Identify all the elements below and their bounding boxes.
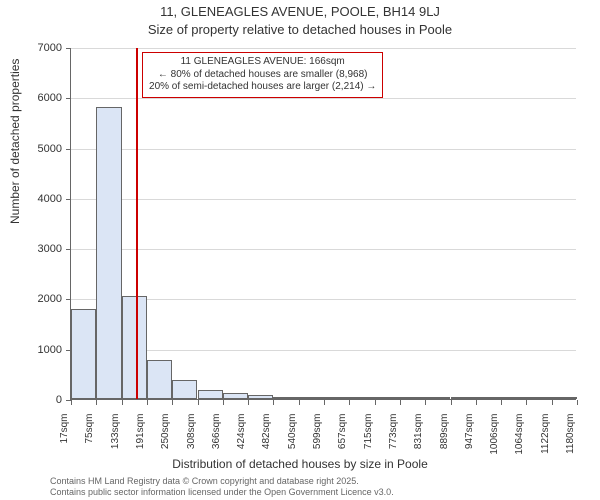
xtick-mark [375, 400, 376, 405]
xtick-label: 482sqm [261, 414, 272, 464]
gridline [71, 98, 576, 99]
xtick-label: 599sqm [312, 414, 323, 464]
ytick-mark [66, 249, 71, 250]
histogram-bar [451, 397, 476, 399]
histogram-bar [501, 397, 526, 399]
xtick-mark [248, 400, 249, 405]
ytick-mark [66, 299, 71, 300]
histogram-bar [198, 390, 223, 399]
xtick-label: 540sqm [287, 414, 298, 464]
xtick-mark [122, 400, 123, 405]
histogram-bar [122, 296, 147, 399]
annotation-line: ← 80% of detached houses are smaller (8,… [149, 69, 376, 82]
xtick-label: 75sqm [84, 414, 95, 464]
chart-title-line2: Size of property relative to detached ho… [0, 22, 600, 37]
histogram-bar [400, 397, 425, 399]
xtick-label: 715sqm [363, 414, 374, 464]
histogram-bar [223, 393, 248, 399]
xtick-label: 366sqm [211, 414, 222, 464]
xtick-mark [577, 400, 578, 405]
xtick-mark [198, 400, 199, 405]
chart-title-line1: 11, GLENEAGLES AVENUE, POOLE, BH14 9LJ [0, 4, 600, 19]
annotation-line: 20% of semi-detached houses are larger (… [149, 81, 376, 94]
xtick-mark [172, 400, 173, 405]
chart-container: 11, GLENEAGLES AVENUE, POOLE, BH14 9LJ S… [0, 0, 600, 500]
xtick-label: 773sqm [388, 414, 399, 464]
xtick-label: 657sqm [337, 414, 348, 464]
histogram-bar [172, 380, 197, 399]
gridline [71, 249, 576, 250]
xtick-mark [476, 400, 477, 405]
gridline [71, 149, 576, 150]
xtick-label: 831sqm [413, 414, 424, 464]
xtick-mark [400, 400, 401, 405]
histogram-bar [425, 397, 450, 399]
xtick-label: 947sqm [464, 414, 475, 464]
xtick-label: 889sqm [439, 414, 450, 464]
xtick-mark [501, 400, 502, 405]
xtick-label: 1064sqm [514, 414, 525, 464]
xtick-mark [96, 400, 97, 405]
histogram-bar [299, 397, 324, 399]
ytick-mark [66, 98, 71, 99]
xtick-mark [299, 400, 300, 405]
xtick-label: 17sqm [59, 414, 70, 464]
histogram-bar [147, 360, 172, 399]
xtick-label: 133sqm [110, 414, 121, 464]
annotation-box: 11 GLENEAGLES AVENUE: 166sqm← 80% of det… [142, 52, 383, 98]
xtick-mark [273, 400, 274, 405]
indicator-line [136, 48, 138, 399]
annotation-line: 11 GLENEAGLES AVENUE: 166sqm [149, 56, 376, 69]
footer-line2: Contains public sector information licen… [50, 487, 394, 498]
xtick-mark [223, 400, 224, 405]
xtick-label: 191sqm [135, 414, 146, 464]
footer-attribution: Contains HM Land Registry data © Crown c… [50, 476, 394, 498]
ytick-mark [66, 199, 71, 200]
gridline [71, 48, 576, 49]
ytick-mark [66, 48, 71, 49]
histogram-bar [526, 397, 551, 399]
plot-area: 11 GLENEAGLES AVENUE: 166sqm← 80% of det… [70, 48, 576, 400]
xtick-mark [552, 400, 553, 405]
xtick-mark [147, 400, 148, 405]
histogram-bar [96, 107, 121, 399]
xtick-label: 1180sqm [565, 414, 576, 464]
histogram-bar [552, 397, 577, 399]
ytick-label: 0 [12, 394, 62, 406]
ytick-label: 3000 [12, 243, 62, 255]
xtick-mark [71, 400, 72, 405]
ytick-label: 4000 [12, 193, 62, 205]
xtick-mark [526, 400, 527, 405]
histogram-bar [375, 397, 400, 399]
ytick-mark [66, 149, 71, 150]
xtick-mark [425, 400, 426, 405]
footer-line1: Contains HM Land Registry data © Crown c… [50, 476, 394, 487]
xtick-label: 1006sqm [489, 414, 500, 464]
histogram-bar [273, 397, 298, 400]
histogram-bar [248, 395, 273, 399]
ytick-label: 6000 [12, 92, 62, 104]
gridline [71, 199, 576, 200]
xtick-label: 308sqm [186, 414, 197, 464]
xtick-mark [451, 400, 452, 405]
ytick-label: 1000 [12, 344, 62, 356]
xtick-label: 250sqm [160, 414, 171, 464]
xtick-mark [349, 400, 350, 405]
xtick-mark [324, 400, 325, 405]
ytick-label: 5000 [12, 143, 62, 155]
xtick-label: 1122sqm [540, 414, 551, 464]
histogram-bar [71, 309, 96, 399]
histogram-bar [476, 397, 501, 399]
histogram-bar [324, 397, 349, 399]
x-axis-label: Distribution of detached houses by size … [0, 457, 600, 471]
ytick-label: 7000 [12, 42, 62, 54]
ytick-label: 2000 [12, 293, 62, 305]
xtick-label: 424sqm [236, 414, 247, 464]
histogram-bar [349, 397, 374, 399]
